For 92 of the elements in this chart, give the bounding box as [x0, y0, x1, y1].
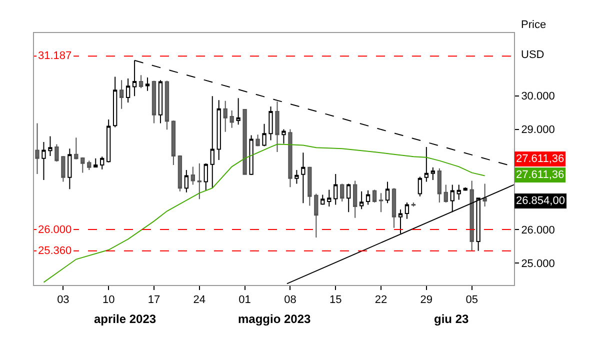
- candlestick: [112, 76, 118, 128]
- candlestick: [35, 122, 40, 175]
- candlestick: [256, 134, 260, 147]
- candlestick: [216, 100, 221, 160]
- candlestick: [418, 176, 422, 197]
- candlestick: [262, 123, 266, 147]
- candlestick: [352, 180, 358, 218]
- candlestick: [320, 194, 325, 206]
- x-tick-label: 05: [466, 294, 478, 306]
- candlestick: [100, 156, 104, 170]
- candlestick: [411, 202, 416, 207]
- candlestick: [74, 137, 78, 160]
- candlestick: [158, 80, 163, 124]
- candlestick: [327, 189, 332, 207]
- candlestick: [204, 162, 208, 191]
- text: 27.611,36: [516, 169, 564, 181]
- text: aprile 2023: [94, 312, 156, 326]
- text: giu 23: [434, 312, 469, 326]
- candlestick: [268, 106, 273, 141]
- y-tick-label: 25.000: [521, 258, 555, 270]
- candlestick: [190, 166, 196, 186]
- x-tick-label: 08: [284, 294, 296, 306]
- candlestick: [392, 188, 396, 228]
- candlestick: [385, 181, 390, 204]
- candlestick: [223, 100, 228, 132]
- ref-line-label: 31.187: [38, 50, 72, 62]
- candlestick: [301, 152, 306, 204]
- candlestick: [378, 192, 384, 213]
- candlestick: [164, 80, 170, 130]
- candlestick: [106, 119, 111, 163]
- candlestick: [404, 202, 410, 220]
- text: 27.611,36: [516, 153, 564, 165]
- x-tick-label: 29: [420, 294, 433, 306]
- candlestick: [80, 156, 85, 174]
- x-tick-label: 10: [102, 294, 115, 306]
- candlestick: [210, 96, 214, 189]
- candlestick: [294, 170, 299, 184]
- candlestick: [372, 189, 377, 203]
- candlestick: [178, 154, 182, 192]
- candlestick: [42, 141, 46, 181]
- candlestick: [275, 101, 280, 152]
- candlestick: [87, 160, 92, 171]
- x-tick-label: 22: [374, 294, 388, 306]
- candlestick: [236, 98, 240, 126]
- x-tick-label: 17: [148, 294, 160, 306]
- candlestick: [366, 190, 370, 206]
- x-tick-label: 24: [193, 294, 206, 306]
- text: USD: [521, 49, 544, 61]
- candlestick: [482, 183, 487, 207]
- candlestick: [398, 208, 403, 234]
- candlestick: [54, 144, 59, 162]
- candlestick: [145, 76, 150, 92]
- candlestick: [359, 190, 364, 210]
- candlestick: [152, 80, 156, 124]
- candlestick: [94, 158, 98, 168]
- candlestick: [288, 128, 292, 188]
- y-axis-title: Price: [521, 19, 546, 31]
- candlestick: [68, 148, 72, 190]
- candlestick: [314, 193, 318, 238]
- ref-line-label: 25.360: [38, 245, 72, 257]
- candlestick: [48, 136, 52, 156]
- candlestick: [138, 74, 144, 89]
- x-tick-label: 01: [238, 294, 251, 306]
- candlestick: [230, 110, 234, 128]
- candlestick: [171, 120, 176, 166]
- candlestick: [346, 183, 351, 213]
- candlestick: [119, 80, 124, 110]
- candlestick: [197, 162, 202, 200]
- y-tick-label: 30.000: [521, 90, 555, 103]
- candlestick: [430, 166, 436, 181]
- y-tick-label: 26.000: [521, 224, 555, 236]
- candlestick: [470, 180, 474, 252]
- y-tick-label: 29.000: [521, 124, 555, 136]
- candlestick: [61, 155, 66, 182]
- candlestick: [476, 198, 480, 252]
- candlestick: [424, 146, 429, 182]
- candlestick: [282, 128, 286, 144]
- candlestick: [308, 166, 312, 206]
- candlestick: [249, 134, 254, 176]
- candlestick: [456, 184, 461, 200]
- ref-line-label: 26.000: [38, 224, 72, 236]
- candlestick: [340, 183, 344, 202]
- text: 26.854,00: [516, 195, 565, 207]
- candlestick: [334, 174, 338, 206]
- x-tick-label: 15: [329, 294, 342, 306]
- candlestick: [184, 170, 189, 193]
- candlestick: [437, 168, 442, 203]
- text: maggio 2023: [238, 312, 312, 326]
- candlestick: [242, 108, 247, 176]
- x-tick-label: 03: [57, 294, 70, 306]
- candlestick: [126, 78, 130, 104]
- candlestick: [444, 184, 448, 203]
